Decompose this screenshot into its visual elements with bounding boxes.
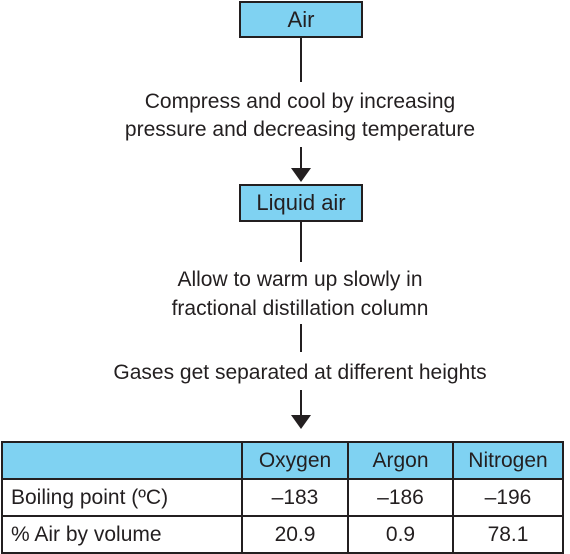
arrow-head-1 [291, 168, 311, 182]
boiling-point-argon: –186 [347, 478, 454, 517]
connector-line-2 [300, 147, 302, 169]
header-cell-blank [1, 441, 243, 480]
air-volume-nitrogen: 78.1 [452, 515, 564, 554]
connector-line-4 [300, 324, 302, 352]
boiling-point-nitrogen: –196 [452, 478, 564, 517]
air-label: Air [287, 6, 315, 32]
table-row: Boiling point (ºC) –183 –186 –196 [1, 478, 564, 517]
table-header-row: Oxygen Argon Nitrogen [1, 441, 564, 480]
table-row: % Air by volume 20.9 0.9 78.1 [1, 515, 564, 554]
liquid-air-box: Liquid air [239, 184, 363, 222]
air-box: Air [239, 1, 363, 38]
connector-line-5 [300, 390, 302, 416]
row-label-boiling-point: Boiling point (ºC) [1, 478, 243, 517]
warm-up-text-line1: Allow to warm up slowly in [177, 268, 423, 291]
header-cell-oxygen: Oxygen [241, 441, 349, 480]
gases-separated-text: Gases get separated at different heights [113, 361, 487, 384]
liquid-air-label: Liquid air [256, 190, 346, 215]
air-volume-oxygen: 20.9 [241, 515, 349, 554]
boiling-point-oxygen: –183 [241, 478, 349, 517]
row-label-air-volume: % Air by volume [1, 515, 243, 554]
connector-line-3 [300, 222, 302, 262]
header-cell-argon: Argon [347, 441, 454, 480]
air-volume-argon: 0.9 [347, 515, 454, 554]
compress-cool-text-line2: pressure and decreasing temperature [124, 118, 476, 141]
compress-cool-text-line1: Compress and cool by increasing [144, 90, 456, 113]
warm-up-text-line2: fractional distillation column [171, 297, 429, 320]
arrow-head-2 [291, 415, 311, 429]
gas-properties-table: Oxygen Argon Nitrogen Boiling point (ºC)… [1, 441, 564, 554]
header-cell-nitrogen: Nitrogen [452, 441, 564, 480]
connector-line-1 [300, 38, 302, 82]
